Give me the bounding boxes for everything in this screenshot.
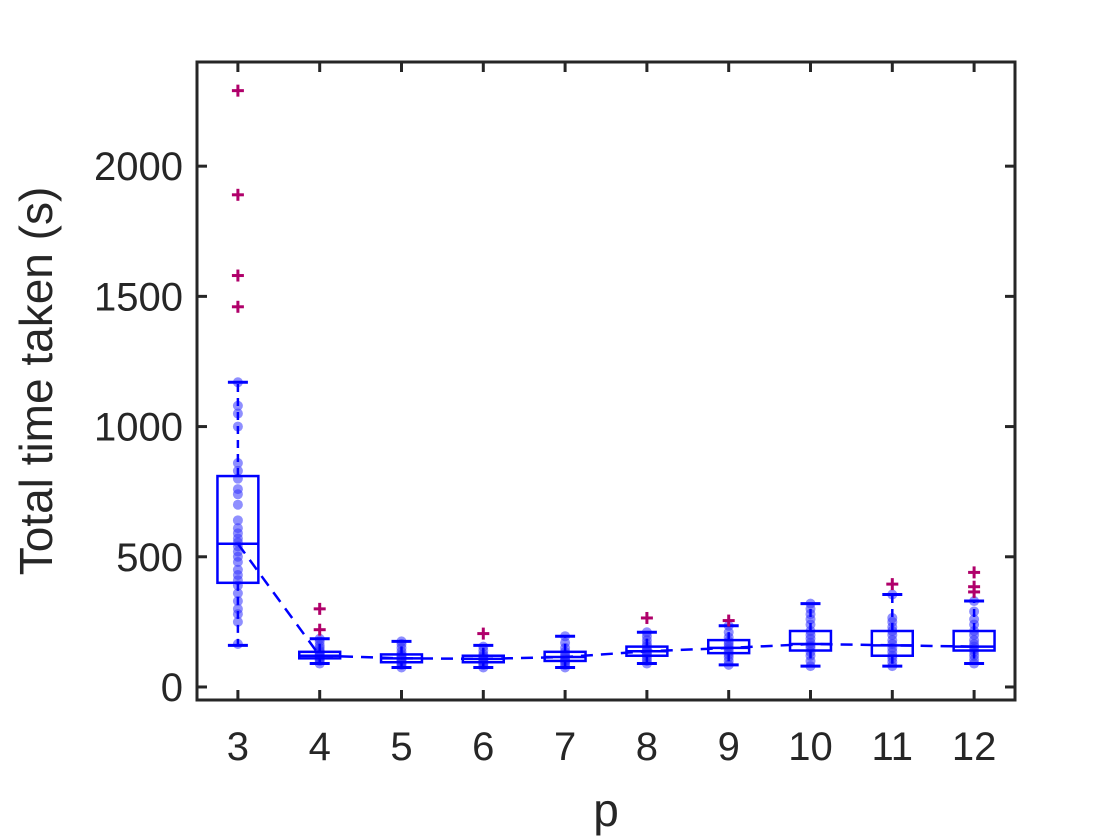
outlier-marker [231, 300, 244, 313]
y-tick-label: 500 [116, 536, 183, 580]
box-p5 [379, 639, 424, 669]
y-axis-title: Total time taken (s) [10, 187, 62, 576]
box-p4 [298, 602, 342, 666]
x-tick-label: 5 [390, 725, 412, 769]
data-point [969, 614, 980, 625]
x-tick-label: 9 [718, 725, 740, 769]
box-iqr [216, 474, 260, 585]
x-axis-title: p [593, 784, 619, 836]
data-point [232, 603, 243, 614]
box-p10 [788, 602, 833, 668]
outlier-marker [477, 627, 490, 640]
box-p11 [870, 578, 914, 668]
box-p12 [952, 566, 996, 666]
y-axis: 0 500 1000 1500 2000 [94, 145, 1015, 710]
x-tick-label: 8 [636, 725, 658, 769]
axes-frame [195, 60, 1017, 702]
x-axis: 3 4 5 6 7 8 9 10 11 12 [227, 62, 997, 769]
data-point [232, 523, 243, 534]
box-p7 [543, 634, 587, 669]
x-tick-label: 4 [309, 725, 331, 769]
y-tick-label: 1500 [94, 275, 183, 319]
box-iqr [707, 638, 751, 655]
data-point [232, 458, 243, 469]
data-point [232, 515, 243, 526]
data-point [232, 499, 243, 510]
box-p6 [461, 627, 506, 669]
x-tick-label: 10 [788, 725, 833, 769]
outlier-marker [640, 611, 653, 624]
box-iqr [870, 629, 914, 657]
box-iqr [788, 629, 833, 652]
median-trend-line [236, 543, 975, 661]
box-p9 [707, 614, 751, 667]
box-iqr [952, 629, 996, 652]
x-tick-label: 7 [554, 725, 576, 769]
outlier-marker [886, 578, 899, 591]
y-tick-label: 0 [161, 666, 183, 710]
outlier-marker [231, 188, 244, 201]
outlier-marker [313, 602, 326, 615]
y-tick-label: 1000 [94, 406, 183, 450]
x-tick-label: 6 [472, 725, 494, 769]
data-point [232, 564, 243, 575]
outlier-marker [231, 269, 244, 282]
outlier-marker [313, 623, 326, 636]
data-point [232, 588, 243, 599]
x-tick-label: 3 [227, 725, 249, 769]
outlier-marker [231, 84, 244, 97]
data-point [232, 616, 243, 627]
box-p8 [625, 611, 669, 666]
outlier-marker [968, 580, 981, 593]
outlier-marker [722, 614, 735, 627]
outlier-marker [968, 566, 981, 579]
plot-area [216, 84, 996, 673]
box-p3 [216, 84, 260, 647]
x-tick-label: 11 [872, 725, 914, 769]
y-tick-label: 2000 [94, 145, 183, 189]
data-point [232, 484, 243, 495]
data-point [887, 612, 898, 623]
x-tick-label: 12 [952, 725, 997, 769]
